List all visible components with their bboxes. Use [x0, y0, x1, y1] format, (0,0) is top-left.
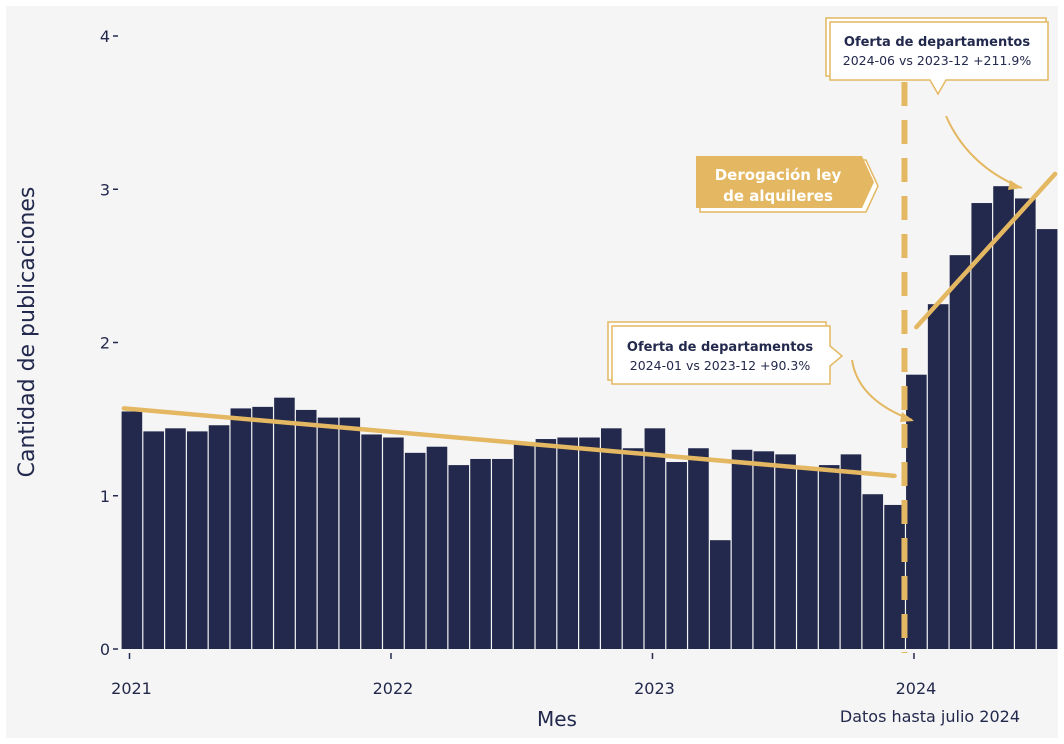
bar-2022-11: [601, 428, 622, 649]
bar-2024-05: [993, 186, 1014, 649]
annotation-mid-text: 2024-01 vs 2023-12 +90.3%: [630, 358, 811, 373]
bar-2022-01: [383, 437, 404, 649]
x-axis-title: Mes: [537, 707, 577, 731]
bar-2022-07: [513, 442, 535, 649]
bar-2021-07: [252, 406, 273, 649]
x-tick-label-2022: 2022: [373, 679, 414, 698]
derogacion-line2: de alquileres: [723, 187, 833, 205]
x-tick-label-2021: 2021: [111, 679, 152, 698]
bar-2022-08: [535, 439, 557, 649]
annotation-top: Oferta de departamentos 2024-06 vs 2023-…: [825, 17, 1049, 190]
bar-2023-10: [840, 454, 862, 649]
bar-2023-04: [709, 540, 731, 649]
bar-2021-09: [295, 409, 317, 649]
bar-2021-01: [121, 411, 143, 649]
bar-2024-07: [1036, 229, 1058, 649]
derogacion-line1: Derogación ley: [715, 166, 842, 184]
bar-2021-03: [165, 428, 186, 649]
bar-2021-10: [317, 417, 339, 649]
bar-2021-12: [361, 434, 382, 649]
bar-2022-05: [470, 458, 491, 649]
bar-2023-01: [644, 428, 666, 649]
annotation-top-title: Oferta de departamentos: [844, 35, 1030, 50]
bars-group: [121, 186, 1058, 650]
x-tick-label-2023: 2023: [634, 679, 675, 698]
bar-2023-07: [775, 454, 796, 649]
overlay-group: [121, 82, 1058, 653]
bar-2022-06: [492, 458, 513, 649]
bar-2021-06: [230, 408, 252, 649]
bar-2024-04: [971, 203, 993, 650]
annotation-mid: Oferta de departamentos 2024-01 vs 2023-…: [607, 321, 914, 422]
bar-2022-04: [448, 465, 470, 649]
bar-2023-11: [862, 494, 884, 649]
bar-2023-08: [797, 468, 818, 649]
bar-2023-12: [884, 504, 905, 649]
bar-2022-12: [622, 448, 644, 649]
bar-2022-10: [579, 437, 600, 649]
bar-2022-03: [426, 446, 448, 649]
bar-2021-05: [208, 425, 230, 649]
bar-2024-06: [1015, 198, 1036, 649]
y-tick-label-4: 4: [100, 27, 110, 46]
bar-2022-02: [404, 452, 426, 649]
bar-2023-06: [753, 451, 775, 649]
bar-2024-01: [906, 374, 927, 649]
caption: Datos hasta julio 2024: [840, 707, 1020, 726]
bar-2021-11: [339, 417, 361, 649]
annotation-mid-title: Oferta de departamentos: [627, 340, 813, 355]
derogacion-label: Derogación ley de alquileres: [696, 156, 879, 213]
y-tick-label-1: 1: [100, 487, 110, 506]
bar-2023-02: [666, 462, 687, 649]
bar-2021-08: [274, 397, 295, 649]
annotation-top-text: 2024-06 vs 2023-12 +211.9%: [843, 53, 1032, 68]
trend-line-after: [914, 171, 1058, 330]
bar-2021-02: [143, 431, 164, 649]
x-tick-label-2024: 2024: [896, 679, 937, 698]
bar-2023-05: [731, 449, 753, 649]
y-tick-label-3: 3: [100, 180, 110, 199]
bar-2021-04: [186, 431, 208, 649]
y-tick-label-0: 0: [100, 640, 110, 659]
bar-2023-03: [688, 448, 709, 649]
bar-2022-09: [557, 437, 578, 649]
axes-group: 0 1 2 3 4 2021 2022 2023 2024: [100, 27, 937, 698]
trend-line-before: [121, 406, 897, 479]
bar-2023-09: [818, 465, 840, 649]
y-axis-title: Cantidad de publicaciones: [15, 187, 40, 478]
bar-2024-03: [949, 255, 971, 649]
bar-2024-02: [927, 304, 949, 649]
y-tick-label-2: 2: [100, 334, 110, 353]
